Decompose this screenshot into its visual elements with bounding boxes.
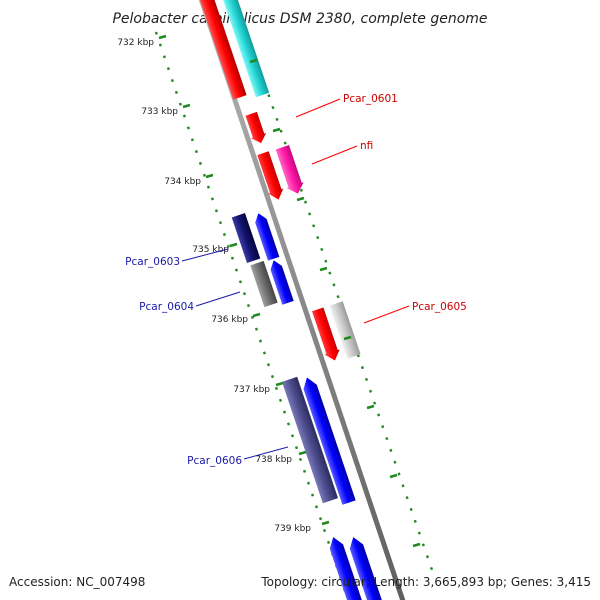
gene-feature-pcar-0606-partner: [303, 377, 356, 505]
ticks: 732 kbp 733 kbp 734 kbp 735 kbp 736 kbp …: [117, 34, 421, 548]
gene-label-pcar-0601[interactable]: Pcar_0601: [343, 93, 398, 105]
label-pcar-0603[interactable]: Pcar_0603: [125, 248, 229, 268]
map-title: Pelobacter carbinolicus DSM 2380, comple…: [112, 11, 487, 27]
tick-736: 736 kbp: [211, 312, 261, 325]
tick-label: 737 kbp: [233, 385, 270, 395]
gene-label-pcar-0606[interactable]: Pcar_0606: [187, 455, 242, 467]
tick-737: 737 kbp: [233, 381, 284, 395]
gene-feature-pcar-0604-partner: [270, 260, 294, 305]
gene-features: [195, 0, 386, 600]
tick-label: 734 kbp: [164, 177, 201, 187]
outer-dotted-guide: [234, 0, 434, 571]
topology-summary: Topology: circular; Length: 3,665,893 bp…: [260, 575, 591, 589]
gene-feature-pcar-0603-partner: [255, 213, 280, 261]
gene-label-pcar-0605[interactable]: Pcar_0605: [412, 301, 467, 313]
gene-feature-pcar-0606: [282, 376, 338, 504]
gene-feature-pcar-0601: [245, 111, 267, 144]
gene-label-pcar-0604[interactable]: Pcar_0604: [139, 301, 194, 313]
tick-735: 735 kbp: [192, 242, 238, 255]
gene-feature-pcar-0605: [329, 301, 361, 359]
tick-label: 732 kbp: [117, 38, 154, 48]
tick-label: 739 kbp: [274, 524, 311, 534]
label-pcar-0605[interactable]: Pcar_0605: [363, 301, 467, 324]
gene-feature-pcar-0604: [250, 260, 278, 308]
accession-text: Accession: NC_007498: [9, 575, 145, 589]
label-pcar-0606[interactable]: Pcar_0606: [187, 446, 289, 467]
gene-feature-nfi: [275, 145, 304, 194]
tick-734: 734 kbp: [164, 173, 214, 187]
tick-738: 738 kbp: [255, 450, 307, 465]
label-nfi[interactable]: nfi: [311, 140, 373, 165]
gene-feature-pcar-0603: [231, 213, 261, 263]
gene-label-pcar-0603[interactable]: Pcar_0603: [125, 256, 180, 268]
tick-label: 733 kbp: [141, 107, 178, 117]
backbone-line: [198, 0, 406, 600]
gene-labels: Pcar_0601 nfi Pcar_0603 Pcar_0604 Pcar_0…: [125, 93, 467, 467]
gene-feature: [349, 537, 386, 600]
dotted-guides: [154, 0, 434, 600]
genome-backbone: [198, 0, 406, 600]
tick-732: 732 kbp: [117, 34, 167, 48]
tick-733: 733 kbp: [141, 103, 191, 117]
gene-feature: [215, 0, 270, 98]
gene-feature: [195, 0, 247, 100]
tick-739: 739 kbp: [274, 520, 330, 534]
tick-label: 735 kbp: [192, 245, 229, 255]
tick-label: 738 kbp: [255, 455, 292, 465]
gene-feature: [329, 537, 366, 600]
tick-label: 736 kbp: [211, 315, 248, 325]
gene-label-nfi[interactable]: nfi: [360, 140, 373, 152]
label-pcar-0601[interactable]: Pcar_0601: [295, 93, 398, 118]
gene-feature-nfi-partner: [257, 151, 284, 200]
gene-feature-pcar-0605-partner: [312, 307, 340, 361]
label-pcar-0604[interactable]: Pcar_0604: [139, 291, 241, 313]
